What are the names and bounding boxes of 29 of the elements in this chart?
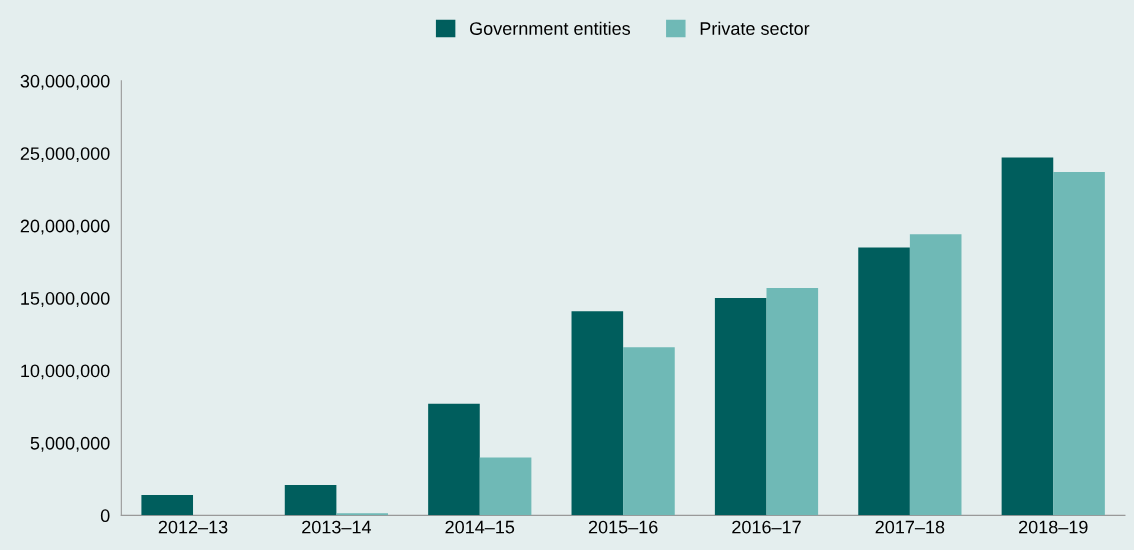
x-tick-label: 2016–17: [732, 520, 801, 534]
bar: [479, 457, 532, 516]
legend-label: Private sector: [700, 21, 810, 35]
bar: [1001, 157, 1054, 516]
y-tick-label: 10,000,000: [21, 364, 110, 380]
bar: [571, 311, 624, 516]
bar: [336, 513, 389, 516]
x-tick-label: 2018–19: [1019, 520, 1088, 534]
x-tick-label: 2013–14: [302, 520, 372, 534]
y-tick-label: 25,000,000: [20, 147, 110, 163]
y-tick-label: 15,000,000: [21, 292, 110, 307]
bar: [766, 287, 819, 516]
y-tick-label: 30,000,000: [20, 74, 110, 90]
bar: [141, 495, 194, 516]
bar: [1053, 172, 1105, 516]
bar: [284, 484, 337, 516]
legend-label: Government entities: [470, 21, 631, 35]
x-tick-label: 2015–16: [588, 520, 658, 534]
x-tick-label: 2017–18: [875, 520, 945, 534]
y-tick-label: 0: [100, 509, 110, 523]
bar: [623, 347, 675, 516]
y-tick-label: 20,000,000: [20, 219, 110, 235]
bar: [858, 247, 910, 516]
bar: [428, 403, 480, 516]
y-tick-label: 5,000,000: [30, 436, 110, 452]
bar: [714, 298, 767, 516]
bar: [909, 234, 962, 516]
x-tick-label: 2012–13: [158, 520, 228, 534]
x-tick-label: 2014–15: [445, 520, 515, 534]
